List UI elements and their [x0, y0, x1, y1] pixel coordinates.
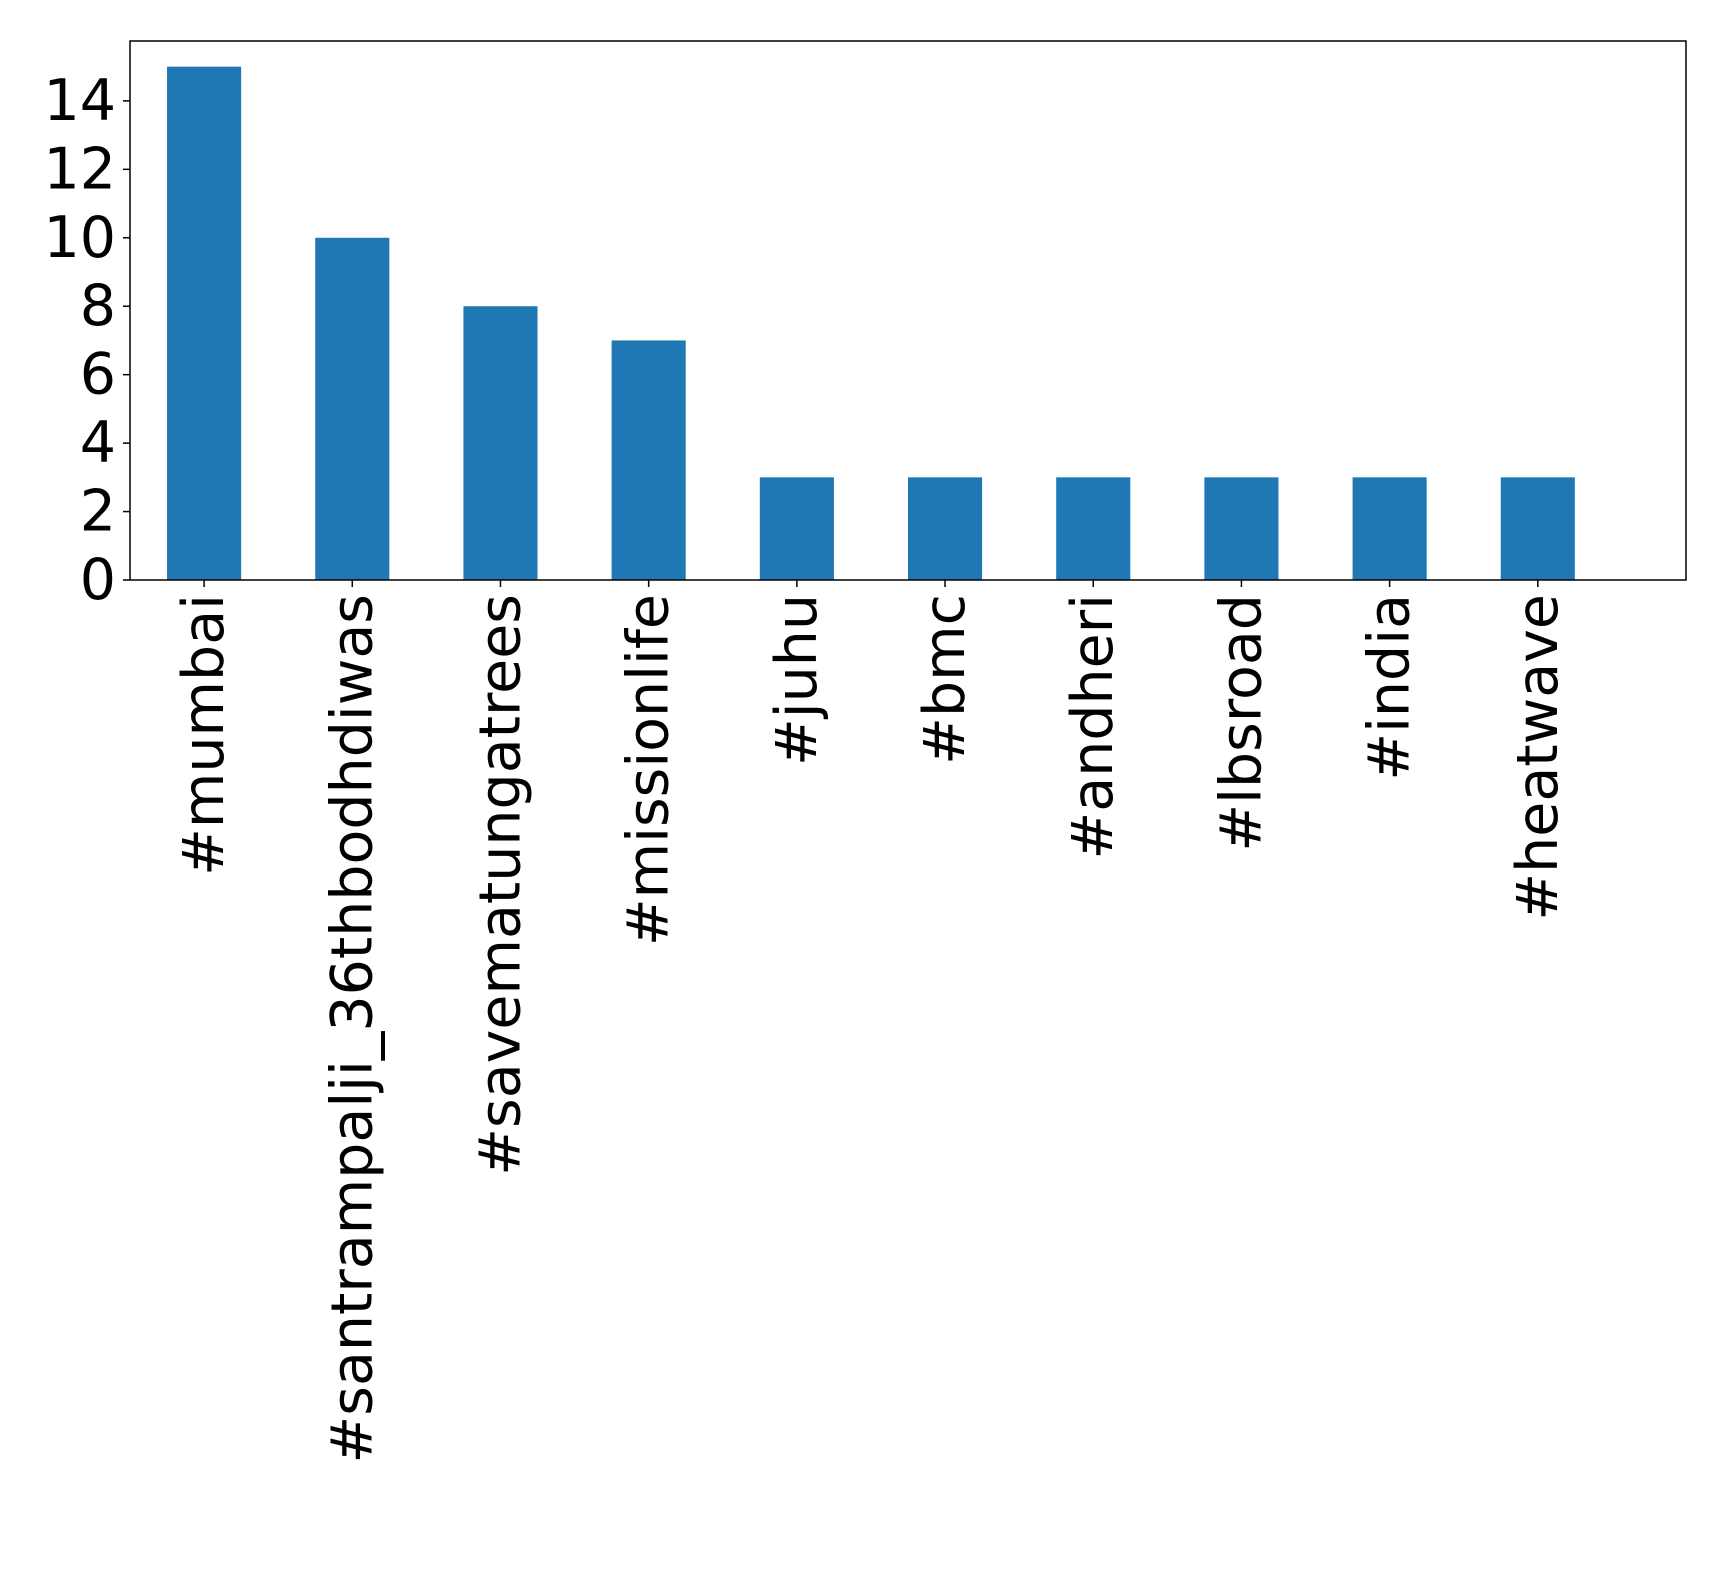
y-tick-label: 12	[43, 136, 116, 202]
bar-missionlife	[611, 340, 686, 580]
bar-lbsroad	[1204, 477, 1279, 580]
x-tick-label: #heatwave	[1505, 594, 1571, 921]
x-tick-label: #lbsroad	[1208, 594, 1274, 852]
bar-juhu	[759, 477, 834, 580]
y-tick-label: 4	[80, 410, 116, 476]
bar-mumbai	[167, 66, 242, 580]
bar-bmc	[908, 477, 983, 580]
y-tick-label: 10	[43, 205, 116, 271]
x-tick-label: #savematungatrees	[467, 594, 533, 1176]
x-tick-label: #india	[1357, 594, 1423, 781]
plot-frame	[129, 40, 1687, 581]
y-tick-label: 0	[80, 547, 116, 613]
bars-group	[167, 66, 1575, 580]
bar-heatwave	[1500, 477, 1575, 580]
y-tick-label: 6	[80, 342, 116, 408]
y-tick-label: 14	[43, 68, 116, 134]
x-tick-label: #andheri	[1060, 594, 1126, 859]
x-tick-label: #mumbai	[171, 594, 237, 876]
x-tick-label: #santrampalji_36thbodhdiwas	[319, 594, 385, 1464]
bar-savematungatrees	[463, 306, 538, 580]
x-tick-label: #bmc	[912, 594, 978, 765]
x-tick-label: #juhu	[764, 594, 830, 766]
bar-santrampalji-36thbodhdiwas	[315, 237, 390, 580]
x-tick-label: #missionlife	[616, 594, 682, 946]
y-tick-label: 8	[80, 273, 116, 339]
bar-india	[1352, 477, 1427, 580]
y-tick-label: 2	[80, 479, 116, 545]
bar-andheri	[1056, 477, 1131, 580]
x-axis: #mumbai #santrampalji_36thbodhdiwas #savem…	[171, 580, 1571, 1464]
